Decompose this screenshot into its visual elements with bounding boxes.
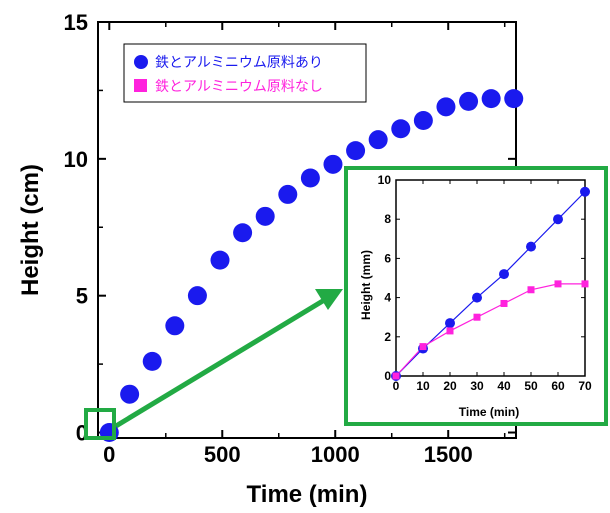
main-data-point [142, 351, 162, 371]
main-data-point [481, 89, 501, 109]
main-data-point [459, 91, 479, 111]
zoom-highlight-box [84, 408, 116, 440]
inset-x-tick-label: 70 [578, 379, 592, 393]
inset-axis-ticks: 0 10 20 30 40 50 60 70 0 2 4 6 8 10 [378, 173, 592, 393]
inset-data-point [500, 299, 508, 307]
inset-data-point [526, 241, 536, 252]
inset-plot: 0 10 20 30 40 50 60 70 0 2 4 6 8 10 Time (min) Height… [344, 166, 608, 426]
inset-frame [395, 179, 586, 377]
main-y-axis-title: Height (cm) [17, 164, 44, 296]
main-x-tick-label: 1000 [311, 442, 360, 467]
inset-x-tick-label: 50 [524, 379, 538, 393]
legend-marker-no-iron [134, 79, 147, 92]
main-data-point [120, 384, 140, 404]
main-data-point [278, 184, 298, 204]
main-data-point [368, 130, 388, 150]
inset-data-point [419, 343, 427, 351]
main-x-axis-title: Time (min) [247, 481, 368, 508]
inset-data-point [446, 327, 454, 335]
main-data-point [187, 286, 207, 306]
inset-x-tick-label: 60 [551, 379, 565, 393]
legend-marker-iron [134, 55, 148, 69]
inset-y-tick-label: 10 [378, 173, 392, 187]
inset-y-tick-label: 6 [384, 251, 391, 265]
inset-y-tick-label: 8 [384, 212, 391, 226]
inset-y-axis-title: Height (mm) [359, 250, 373, 320]
main-x-tick-label: 1500 [424, 442, 473, 467]
legend-box [123, 43, 367, 103]
main-data-point [165, 316, 185, 336]
inset-data-point [473, 313, 481, 321]
main-data-point [323, 154, 343, 174]
zoom-arrow-line [114, 296, 328, 429]
main-data-point [255, 206, 275, 226]
legend-label-iron: 鉄とアルミニウム原料あり [155, 55, 323, 71]
inset-y-tick-label: 4 [384, 291, 391, 305]
inset-y-tick-label: 0 [384, 369, 391, 383]
inset-series-line [395, 283, 585, 377]
inset-data-point [472, 292, 482, 303]
main-y-tick-label: 15 [64, 10, 88, 35]
zoom-arrow-head [315, 289, 343, 310]
main-data-point [413, 111, 433, 131]
inset-data-point [445, 318, 455, 329]
inset-data-point [554, 280, 562, 288]
main-data-point [391, 119, 411, 139]
inset-y-tick-label: 2 [384, 330, 391, 344]
main-plot: 0 500 1000 1500 0 5 10 15 Time (min) Height (cm… [17, 10, 524, 508]
inset-x-tick-label: 30 [470, 379, 484, 393]
main-data-point [504, 89, 524, 109]
main-data-point [436, 97, 456, 117]
legend-label-no-iron: 鉄とアルミニウム原料なし [155, 79, 323, 95]
main-y-tick-label: 10 [64, 147, 88, 172]
main-axis-ticks: 0 500 1000 1500 0 5 10 15 [64, 10, 516, 467]
main-data-point [346, 141, 366, 161]
main-data-point [300, 168, 320, 188]
main-y-tick-label: 5 [76, 284, 88, 309]
inset-data-point [392, 372, 400, 380]
inset-x-tick-label: 10 [416, 379, 430, 393]
inset-data-point [499, 269, 509, 280]
inset-x-tick-label: 0 [393, 379, 400, 393]
main-x-tick-label: 0 [103, 442, 115, 467]
main-data-point [233, 223, 253, 243]
legend: 鉄とアルミニウム原料あり 鉄とアルミニウム原料なし [123, 43, 367, 103]
inset-data-points [391, 186, 590, 381]
inset-series-lines [395, 191, 586, 377]
inset-data-point [527, 286, 535, 294]
inset-data-point [581, 280, 589, 288]
inset-data-point [553, 214, 563, 225]
main-data-points [99, 89, 524, 443]
main-x-tick-label: 500 [204, 442, 241, 467]
inset-x-tick-label: 20 [443, 379, 457, 393]
inset-data-point [580, 186, 590, 197]
inset-x-tick-label: 40 [497, 379, 511, 393]
inset-x-axis-title: Time (min) [459, 405, 519, 419]
main-data-point [210, 250, 230, 270]
